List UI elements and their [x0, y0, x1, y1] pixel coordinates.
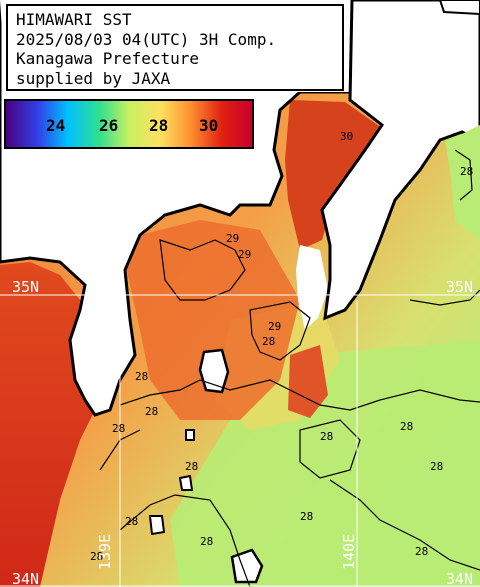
contour-label: 29 [238, 248, 251, 261]
island-small2 [185, 429, 195, 441]
island-small1 [148, 515, 166, 536]
contour-label: 28 [145, 405, 158, 418]
contour-label: 28 [185, 460, 198, 473]
contour-labels: 29 29 29 28 28 28 28 28 28 28 28 28 28 2… [90, 130, 473, 563]
contour-label: 28 [90, 550, 103, 563]
land-miura [296, 245, 328, 330]
island-small3 [178, 474, 194, 491]
contour-label: 29 [268, 320, 281, 333]
lat-label-35n-east: 35N [446, 278, 473, 296]
lon-label-140e: 140E [340, 534, 358, 570]
sea-sagami-orange [120, 220, 300, 420]
title-box: HIMAWARI SST 2025/08/03 04(UTC) 3H Comp.… [6, 4, 344, 91]
contour-label: 28 [112, 422, 125, 435]
contour-lines [99, 149, 480, 587]
colorbar-tick-30: 30 [199, 116, 219, 135]
colorbar-tick-24: 24 [46, 116, 66, 135]
lat-label-35n-west: 35N [12, 278, 39, 296]
contour-label: 28 [320, 430, 333, 443]
contour-label: 30 [340, 130, 353, 143]
sea-tokyobay-red [285, 100, 382, 250]
colorbar-tick-28: 28 [149, 116, 169, 135]
grid-labels: 35N 35N 34N 34N 139E 140E [12, 278, 473, 587]
sea-redpatch [288, 345, 328, 418]
contour-label: 28 [200, 535, 213, 548]
title-line-1: HIMAWARI SST [16, 10, 132, 29]
contour-label: 28 [460, 165, 473, 178]
contour-label: 28 [135, 370, 148, 383]
contour-label: 28 [415, 545, 428, 558]
contour-label: 28 [400, 420, 413, 433]
island-small4 [438, 0, 480, 16]
title-line-3: Kanagawa Prefecture [16, 49, 200, 68]
land-boso [320, 0, 480, 321]
contour-label: 28 [262, 335, 275, 348]
colorbar-tick-26: 26 [99, 116, 119, 135]
contour-label: 28 [430, 460, 443, 473]
contour-label: 28 [125, 515, 138, 528]
graticule [0, 294, 480, 587]
lat-label-34n-west: 34N [12, 570, 39, 587]
colorbar: 24 26 28 30 [4, 99, 254, 149]
lon-label-139e: 139E [96, 534, 114, 570]
title-line-4: supplied by JAXA [16, 68, 171, 88]
contour-label: 29 [226, 232, 239, 245]
lat-label-34n-east: 34N [446, 570, 473, 587]
island-hatsushima [198, 348, 230, 394]
contour-label: 28 [300, 510, 313, 523]
title-line-2: 2025/08/03 04(UTC) 3H Comp. [16, 29, 277, 49]
